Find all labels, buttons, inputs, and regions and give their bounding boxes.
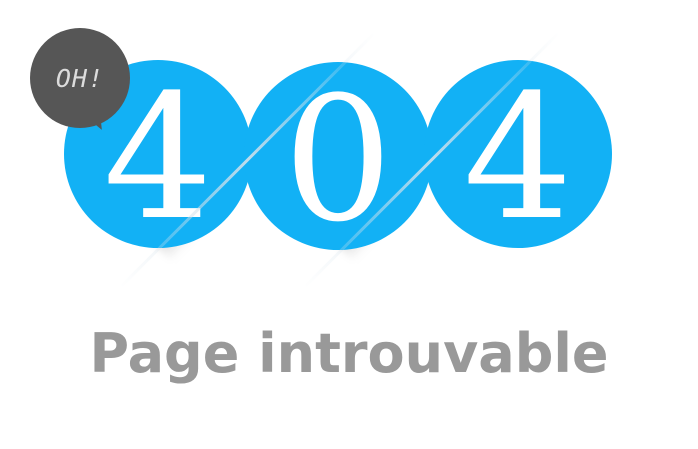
error-message: Page introuvable	[89, 322, 609, 385]
speech-bubble-icon: OH!	[30, 28, 130, 128]
digit-circle-2: 0	[244, 62, 432, 250]
digit-circle-3: 4	[424, 60, 612, 248]
error-digit-3: 4	[463, 60, 573, 248]
error-digit-2: 0	[283, 62, 393, 250]
exclamation-text: OH!	[55, 63, 105, 93]
